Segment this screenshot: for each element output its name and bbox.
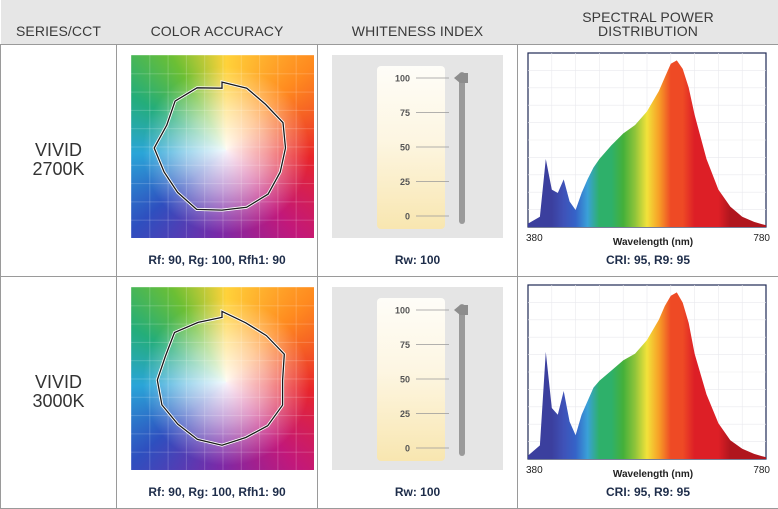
reference-outline bbox=[154, 82, 285, 210]
gauge-tick-label: 75 bbox=[400, 108, 410, 118]
whiteness-gauge: 100 75 50 25 0 bbox=[332, 55, 503, 238]
spd-chart: 380 780 Wavelength (nm) bbox=[518, 45, 777, 275]
whiteness-caption: Rw: 100 bbox=[318, 485, 517, 499]
header-spd-line2: DISTRIBUTION bbox=[598, 23, 698, 39]
gauge-tick-label: 0 bbox=[405, 443, 410, 453]
spd-caption: CRI: 95, R9: 95 bbox=[518, 253, 778, 267]
series-name: VIVID bbox=[35, 373, 82, 392]
gauge-track bbox=[459, 304, 465, 456]
x-tick-label: 380 bbox=[526, 233, 543, 244]
gauge-tick-label: 100 bbox=[395, 305, 410, 315]
header-spd: SPECTRAL POWER DISTRIBUTION bbox=[518, 0, 778, 44]
series-cct: 3000K bbox=[32, 392, 84, 411]
color-vector-outline bbox=[131, 55, 314, 238]
series-name: VIVID bbox=[35, 141, 82, 160]
whiteness-cell: 100 75 50 25 0 Rw: 100 bbox=[318, 276, 518, 508]
spd-cell: 380 780 Wavelength (nm) CRI: 95, R9: 95 bbox=[518, 44, 778, 276]
color-accuracy-caption: Rf: 90, Rg: 100, Rfh1: 90 bbox=[117, 253, 317, 267]
gauge-tick-label: 50 bbox=[400, 374, 410, 384]
header-color-accuracy: COLOR ACCURACY bbox=[117, 0, 318, 44]
whiteness-gauge: 100 75 50 25 0 bbox=[332, 287, 503, 470]
gauge-tick-label: 100 bbox=[395, 73, 410, 83]
gauge-tick-label: 25 bbox=[400, 409, 410, 419]
x-tick-label: 380 bbox=[526, 465, 543, 476]
gauge-pointer bbox=[454, 305, 468, 315]
test-outline bbox=[157, 311, 284, 445]
whiteness-cell: 100 75 50 25 0 Rw: 100 bbox=[318, 44, 518, 276]
series-cell: VIVID 3000K bbox=[1, 276, 117, 508]
gauge-pointer bbox=[454, 73, 468, 83]
color-vector-graphic bbox=[131, 287, 314, 470]
color-accuracy-cell: Rf: 90, Rg: 100, Rfh1: 90 bbox=[117, 44, 318, 276]
whiteness-caption: Rw: 100 bbox=[318, 253, 517, 267]
series-label: VIVID 2700K bbox=[1, 45, 116, 275]
spd-cell: 380 780 Wavelength (nm) CRI: 95, R9: 95 bbox=[518, 276, 778, 508]
series-cell: VIVID 2700K bbox=[1, 44, 117, 276]
color-vector-graphic bbox=[131, 55, 314, 238]
header-series: SERIES/CCT bbox=[1, 0, 117, 44]
x-tick-label: 780 bbox=[753, 465, 770, 476]
header-row: SERIES/CCT COLOR ACCURACY WHITENESS INDE… bbox=[1, 0, 778, 44]
table-row: VIVID 2700K Rf: 90, Rg: 100, Rfh1: 90 bbox=[1, 44, 778, 276]
x-axis-label: Wavelength (nm) bbox=[613, 469, 693, 480]
color-vector-outline bbox=[131, 287, 314, 470]
header-whiteness-index: WHITENESS INDEX bbox=[318, 0, 518, 44]
table-row: VIVID 3000K Rf: 90, Rg: 100, Rfh1: 90 bbox=[1, 276, 778, 508]
gauge-tick-label: 0 bbox=[405, 211, 410, 221]
gauge-tick-label: 75 bbox=[400, 340, 410, 350]
gauge-tick-label: 50 bbox=[400, 142, 410, 152]
series-cct: 2700K bbox=[32, 160, 84, 179]
color-accuracy-caption: Rf: 90, Rg: 100, Rfh1: 90 bbox=[117, 485, 317, 499]
x-tick-label: 780 bbox=[753, 233, 770, 244]
x-axis-label: Wavelength (nm) bbox=[613, 237, 693, 248]
gauge-track bbox=[459, 72, 465, 224]
color-accuracy-cell: Rf: 90, Rg: 100, Rfh1: 90 bbox=[117, 276, 318, 508]
spd-chart: 380 780 Wavelength (nm) bbox=[518, 277, 777, 507]
series-label: VIVID 3000K bbox=[1, 277, 116, 507]
gauge-tick-label: 25 bbox=[400, 177, 410, 187]
spd-caption: CRI: 95, R9: 95 bbox=[518, 485, 778, 499]
